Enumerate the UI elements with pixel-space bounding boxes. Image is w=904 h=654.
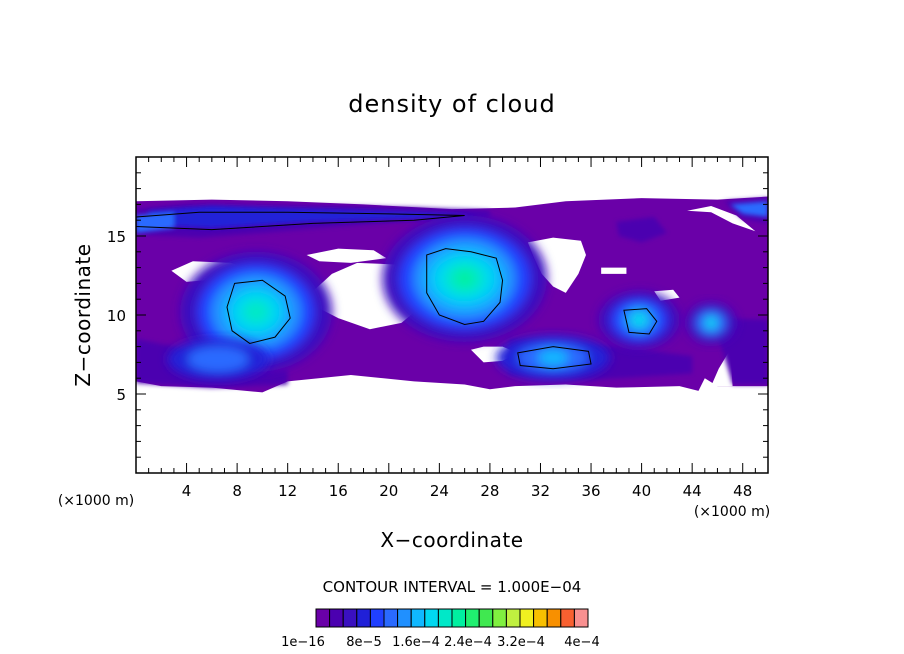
colorbar — [315, 608, 589, 628]
colorbar-swatch — [492, 608, 507, 628]
core-lower-left — [167, 338, 269, 380]
contour-interval-label: CONTOUR INTERVAL = 1.000E−04 — [323, 578, 582, 596]
x-tick-label: 32 — [531, 482, 550, 500]
colorbar-swatch — [465, 608, 480, 628]
y-tick-label: 10 — [107, 307, 126, 325]
x-tick-label: 8 — [232, 482, 242, 500]
x-tick-label: 4 — [182, 482, 192, 500]
clear-air-hole — [687, 205, 756, 232]
clear-air-hole — [527, 237, 586, 293]
colorbar-swatch — [437, 608, 453, 628]
contour-lines — [136, 211, 658, 370]
core-lower — [496, 335, 610, 380]
colorbar-swatch — [410, 608, 426, 628]
x-unit-label: (×1000 m) — [694, 504, 770, 520]
density-blob — [537, 349, 569, 366]
colorbar-swatch — [478, 608, 494, 628]
chart-title: density of cloud — [348, 90, 555, 118]
contour-line — [136, 211, 465, 231]
colorbar-swatch — [533, 608, 548, 628]
colorbar-swatch — [329, 608, 344, 628]
colorbar-swatch — [560, 608, 575, 628]
colorbar-swatch — [315, 608, 331, 628]
colorbar-swatch — [519, 608, 535, 628]
x-tick-label: 16 — [329, 482, 348, 500]
colorbar-swatch — [451, 608, 467, 628]
density-blob — [630, 311, 648, 328]
clear-air-hole — [306, 248, 387, 263]
anvil-streak — [730, 201, 768, 218]
contour-line — [226, 279, 291, 344]
core-center — [382, 215, 547, 342]
y-tick-label: 15 — [107, 228, 126, 246]
x-tick-label: 24 — [430, 482, 449, 500]
colorbar-swatch — [505, 608, 521, 628]
x-tick-label: 44 — [683, 482, 702, 500]
colorbar-swatch — [397, 608, 412, 628]
contour-line — [517, 346, 592, 370]
colorbar-label: 2.4e−4 — [444, 635, 492, 650]
colorbar-label: 1e−16 — [281, 635, 325, 650]
core-far-right — [685, 302, 737, 344]
density-blob — [455, 270, 474, 287]
colorbar-swatch — [369, 608, 385, 628]
x-axis-ticks: 4 8 12 16 20 24 28 32 36 40 44 48 — [148, 157, 756, 500]
colorbar-swatch — [356, 608, 371, 628]
core-right — [598, 291, 680, 349]
density-blob — [243, 300, 269, 323]
x-tick-label: 40 — [632, 482, 651, 500]
colorbar-label: 8e−5 — [346, 635, 381, 650]
colorbar-swatch — [424, 608, 439, 628]
colorbar-swatch — [342, 608, 358, 628]
colorbar-label: 3.2e−4 — [497, 635, 545, 650]
y-unit-label: (×1000 m) — [58, 493, 134, 509]
anvil-streak — [148, 205, 478, 229]
colorbar-swatch — [546, 608, 562, 628]
contour-line — [623, 308, 658, 335]
clear-air-hole — [601, 267, 627, 274]
x-tick-label: 36 — [581, 482, 600, 500]
colorbar-swatch — [383, 608, 399, 628]
y-axis-ticks: 5 10 15 — [107, 172, 768, 458]
x-axis-title: X−coordinate — [380, 528, 523, 552]
x-tick-label: 28 — [480, 482, 499, 500]
density-blob — [187, 346, 249, 372]
y-axis-title: Z−coordinate — [71, 243, 95, 386]
x-tick-label: 20 — [379, 482, 398, 500]
core-left — [180, 251, 332, 372]
x-tick-label: 48 — [733, 482, 752, 500]
colorbar-label: 1.6e−4 — [392, 635, 440, 650]
colorbar-swatch — [573, 608, 589, 628]
colorbar-label: 4e−4 — [564, 635, 599, 650]
y-tick-label: 5 — [116, 386, 126, 404]
contour-line — [426, 248, 504, 325]
colorbar-labels: 1e−16 8e−5 1.6e−4 2.4e−4 3.2e−4 4e−4 — [281, 635, 600, 650]
x-tick-label: 12 — [278, 482, 297, 500]
density-blob — [704, 316, 718, 330]
anvil-band — [616, 217, 667, 243]
